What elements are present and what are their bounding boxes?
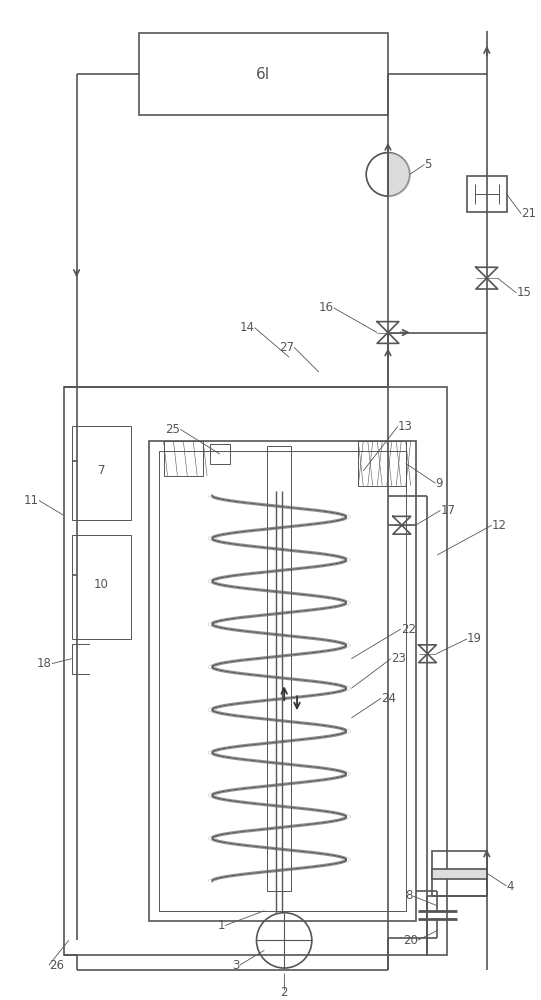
- Bar: [71, 535, 131, 639]
- Text: 14: 14: [240, 321, 254, 334]
- Text: 26: 26: [49, 959, 64, 972]
- Text: 3: 3: [232, 959, 240, 972]
- Bar: [163, 441, 203, 476]
- Text: 27: 27: [279, 341, 294, 354]
- Bar: [467, 176, 506, 212]
- Text: 20: 20: [403, 934, 418, 947]
- Text: 9: 9: [436, 477, 443, 490]
- Text: 12: 12: [492, 519, 507, 532]
- Bar: [139, 33, 388, 115]
- Text: 8: 8: [405, 889, 413, 902]
- Bar: [432, 869, 487, 879]
- Text: 10: 10: [94, 578, 109, 591]
- Text: 7: 7: [97, 464, 105, 477]
- Text: 6I: 6I: [256, 67, 270, 82]
- Bar: [71, 426, 131, 520]
- Bar: [149, 441, 415, 921]
- Text: 17: 17: [440, 504, 456, 517]
- Text: 24: 24: [381, 692, 396, 705]
- Bar: [432, 851, 487, 896]
- Text: 5: 5: [425, 158, 432, 171]
- Bar: [159, 451, 406, 911]
- Bar: [267, 446, 291, 891]
- Text: 19: 19: [467, 632, 482, 645]
- Bar: [358, 441, 406, 486]
- Text: 21: 21: [522, 207, 536, 220]
- Bar: [210, 444, 230, 464]
- Text: 4: 4: [506, 880, 514, 893]
- Text: 2: 2: [280, 986, 288, 999]
- Bar: [64, 387, 447, 955]
- Text: 25: 25: [166, 423, 180, 436]
- Text: 16: 16: [319, 301, 334, 314]
- Text: 11: 11: [24, 494, 39, 507]
- Text: 1: 1: [217, 919, 225, 932]
- Text: 23: 23: [391, 652, 406, 665]
- Text: 15: 15: [517, 286, 531, 299]
- Text: 18: 18: [37, 657, 52, 670]
- Text: 22: 22: [401, 623, 416, 636]
- Text: 13: 13: [398, 420, 413, 433]
